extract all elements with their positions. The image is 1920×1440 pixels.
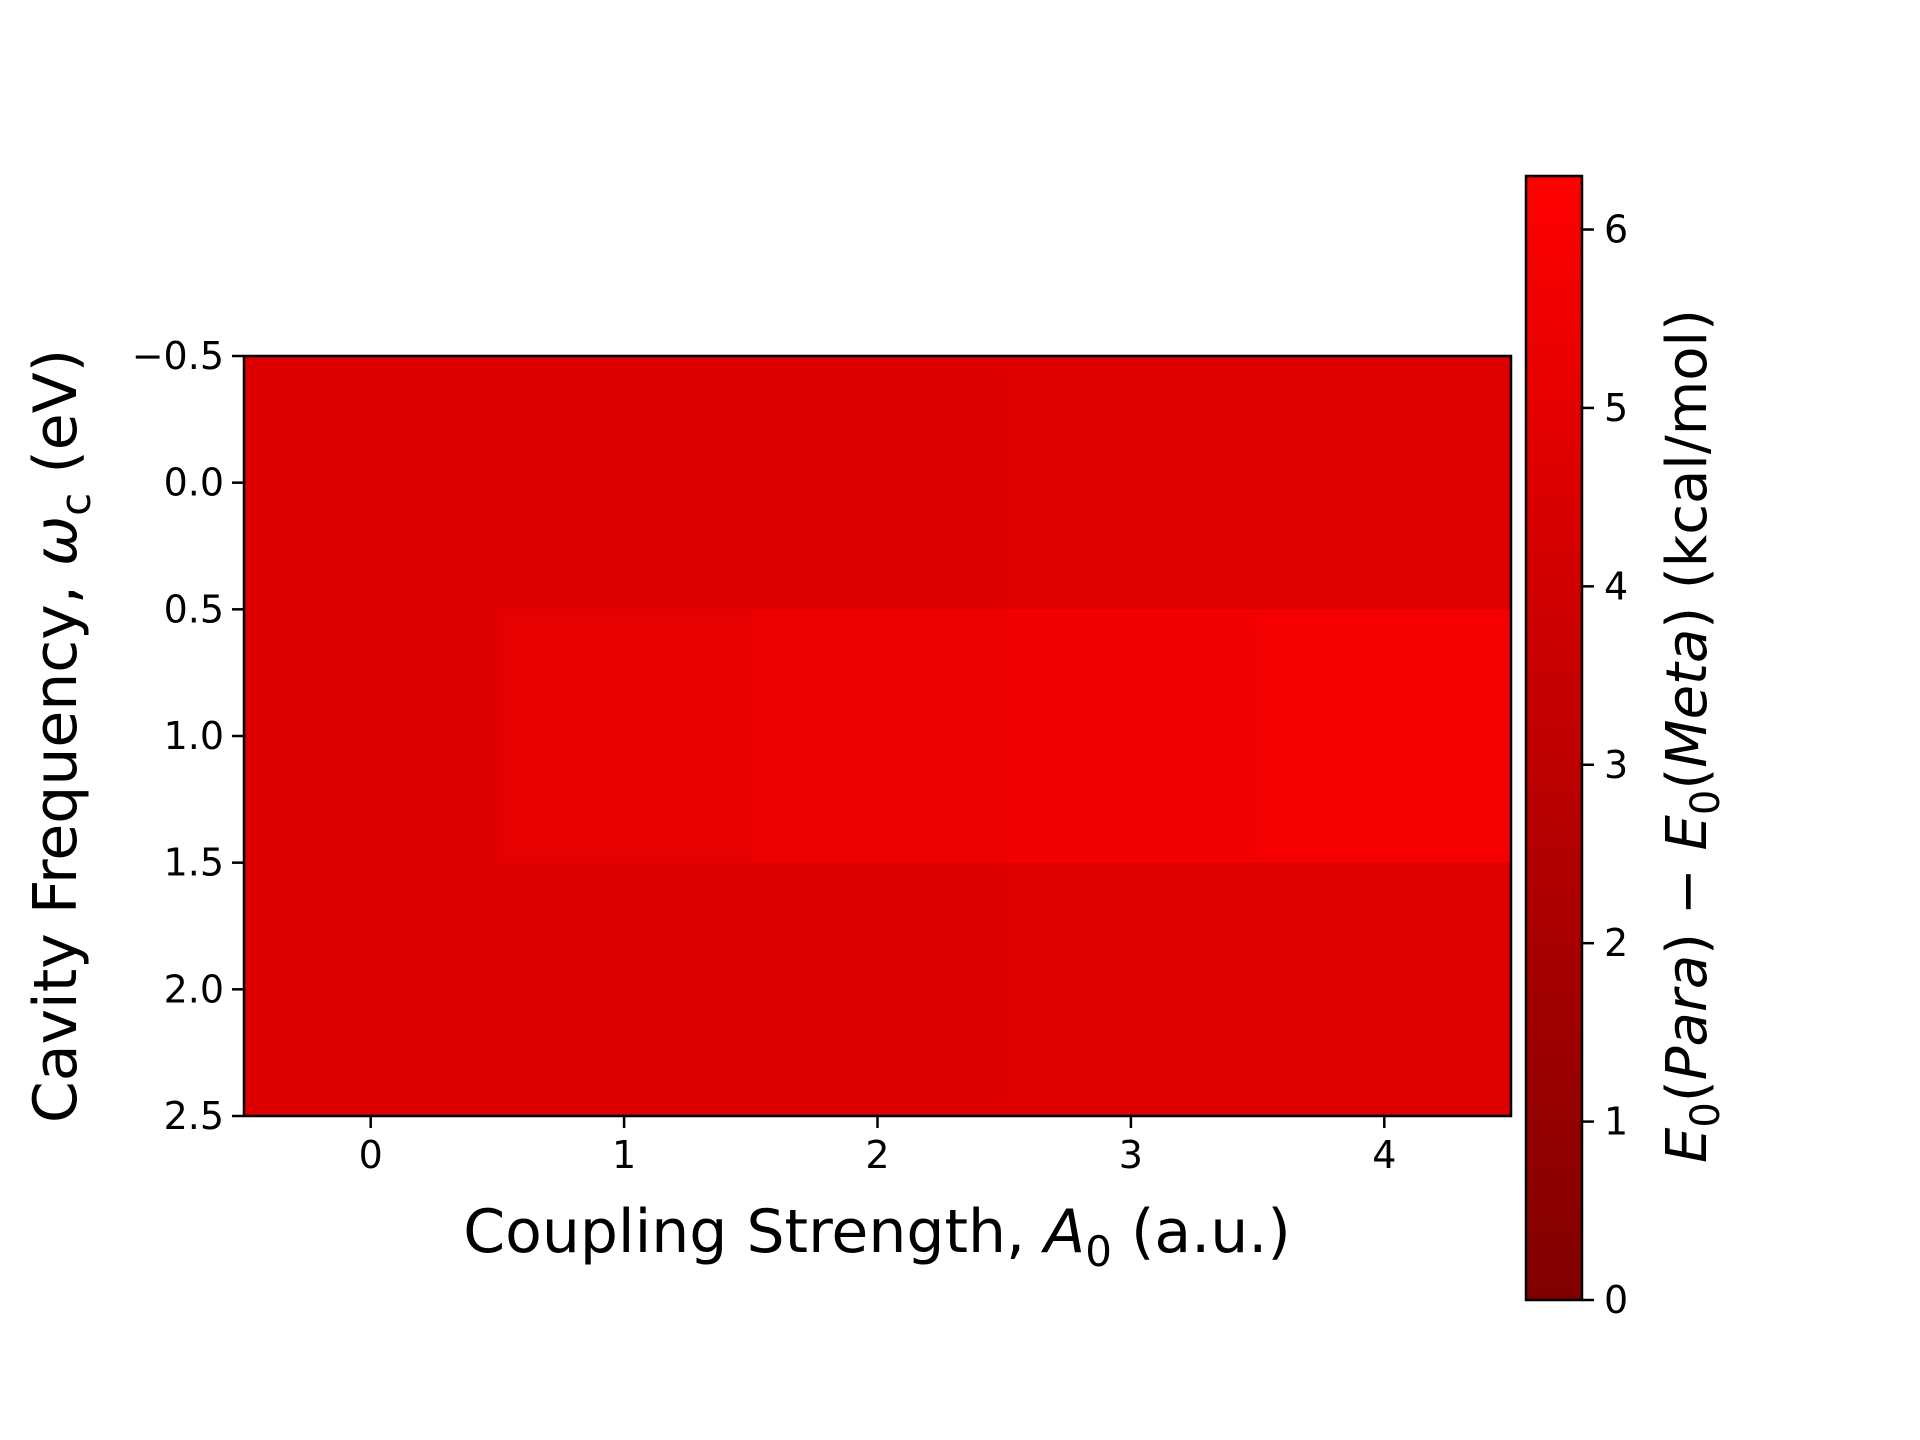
heatmap-cell [497, 356, 752, 610]
heatmap-cell [244, 356, 498, 610]
heatmap-cell [244, 862, 498, 1117]
x-tick-label: 4 [1372, 1133, 1396, 1177]
y-tick-label: 0.5 [164, 587, 224, 631]
heatmap-cell [1004, 862, 1259, 1117]
colorbar-tick-label: 3 [1604, 743, 1628, 787]
heatmap-cell [497, 609, 752, 864]
colorbar-tick-label: 4 [1604, 564, 1628, 608]
heatmap-cell [1004, 356, 1259, 610]
heatmap-cell [1257, 862, 1512, 1117]
colorbar-tick-label: 5 [1604, 386, 1628, 430]
colorbar-tick-label: 6 [1604, 208, 1628, 252]
x-tick-label: 2 [865, 1133, 889, 1177]
heatmap-cell [497, 862, 752, 1117]
heatmap-cell [1257, 356, 1512, 610]
y-tick-label: 2.0 [164, 967, 224, 1011]
y-tick-label: 2.5 [164, 1094, 224, 1138]
x-tick-label: 0 [359, 1133, 383, 1177]
x-axis: 0 1 2 3 4 [359, 1116, 1396, 1177]
y-axis-label: Cavity Frequency, ωc (eV) [21, 349, 100, 1123]
heatmap-cell [1257, 609, 1512, 864]
heatmap-cell [244, 609, 498, 864]
heatmap-cell [750, 356, 1005, 610]
y-axis: −0.5 0.0 0.5 1.0 1.5 2.0 2.5 [132, 334, 244, 1138]
y-tick-label: 1.5 [164, 841, 224, 885]
colorbar-label: E0(Para) − E0(Meta) (kcal/mol) [1655, 309, 1729, 1163]
x-axis-label: Coupling Strength, A0 (a.u.) [463, 1197, 1291, 1276]
colorbar [1524, 174, 1584, 1302]
heatmap-cells [244, 356, 1512, 1117]
y-tick-label: 1.0 [164, 714, 224, 758]
heatmap-cell [750, 609, 1005, 864]
y-tick-label: −0.5 [132, 334, 224, 378]
x-tick-label: 3 [1119, 1133, 1143, 1177]
heatmap-cell [750, 862, 1005, 1117]
y-tick-label: 0.0 [164, 461, 224, 505]
heatmap-cell [1004, 609, 1259, 864]
colorbar-tick-label: 1 [1604, 1100, 1628, 1144]
colorbar-tick-label: 0 [1604, 1278, 1628, 1322]
colorbar-tick-label: 2 [1604, 921, 1628, 965]
colorbar-ticks: 0 1 2 3 4 5 6 [1582, 208, 1628, 1322]
x-tick-label: 1 [612, 1133, 636, 1177]
